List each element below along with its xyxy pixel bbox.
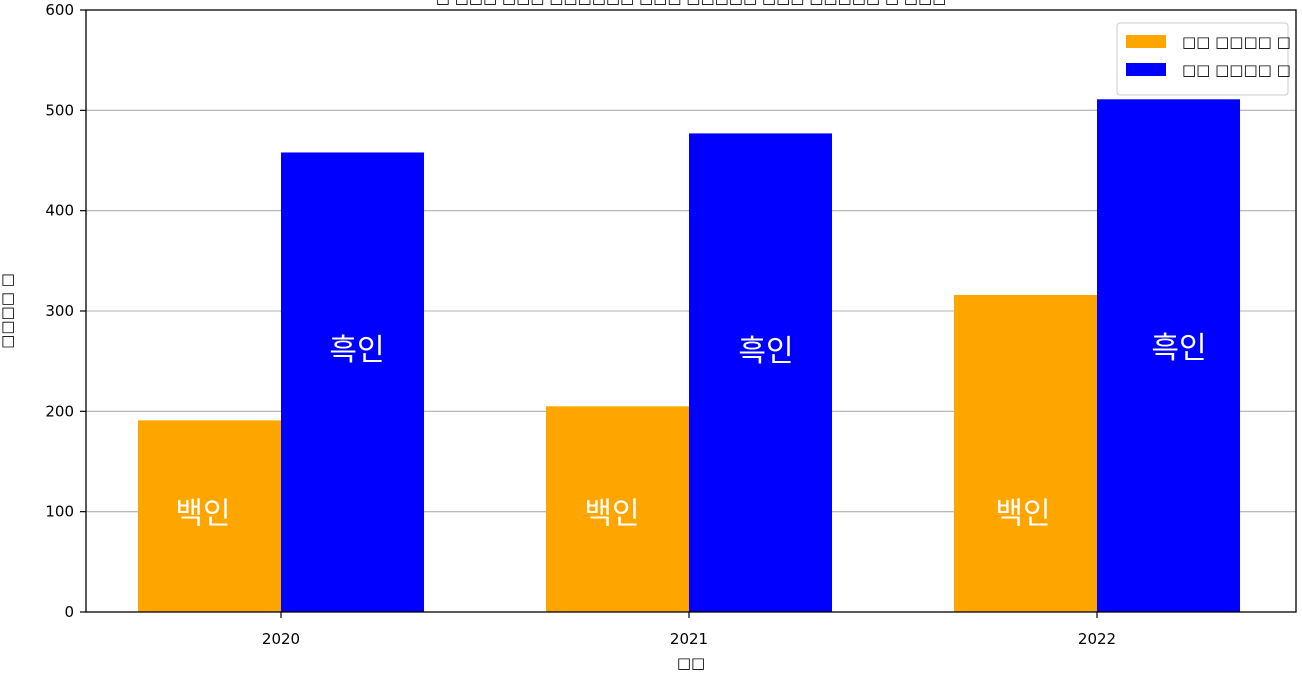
y-tick-label: 0 <box>64 603 74 621</box>
y-tick-label: 100 <box>45 503 74 521</box>
legend-swatch <box>1126 35 1166 48</box>
bar-orange-2022 <box>954 294 1097 612</box>
bar-orange-2021 <box>546 406 689 612</box>
legend-swatch <box>1126 63 1166 76</box>
x-tick-label: 2022 <box>1078 630 1116 648</box>
legend-label: □□ □□□□ □ <box>1182 33 1291 51</box>
bar-blue-2020 <box>281 152 424 612</box>
bar-blue-2022 <box>1097 99 1240 612</box>
x-tick-label: 2021 <box>670 630 708 648</box>
bar-label: 흑인 <box>738 334 793 369</box>
y-tick-label: 500 <box>45 101 74 119</box>
bars <box>138 99 1240 612</box>
y-tick-label: 600 <box>45 1 74 19</box>
bar-label: 흑인 <box>1151 331 1206 366</box>
bar-label: 백인 <box>175 497 230 532</box>
y-axis-ticks: 0 100 200 300 400 500 600 <box>45 1 86 621</box>
legend-label: □□ □□□□ □ <box>1182 61 1291 79</box>
y-tick-label: 400 <box>45 202 74 220</box>
x-axis-ticks: 2020 2021 2022 <box>262 612 1116 648</box>
bar-label: 백인 <box>995 497 1050 532</box>
y-axis-label: □□□□ □ <box>0 273 16 349</box>
chart-title: □ □□□ □□□ □□□□□□ □□□ □□□□□ □□□ □□□□□ □ □… <box>436 0 947 7</box>
bar-labels: 백인 백인 백인 흑인 흑인 흑인 <box>175 331 1206 532</box>
bar-blue-2021 <box>689 133 832 612</box>
bar-label: 백인 <box>584 497 639 532</box>
x-tick-label: 2020 <box>262 630 300 648</box>
bar-orange-2020 <box>138 420 281 612</box>
y-tick-label: 300 <box>45 302 74 320</box>
x-axis-label: □□ <box>677 654 705 670</box>
bar-label: 흑인 <box>329 333 384 368</box>
y-tick-label: 200 <box>45 402 74 420</box>
legend: □□ □□□□ □ □□ □□□□ □ <box>1116 22 1291 96</box>
